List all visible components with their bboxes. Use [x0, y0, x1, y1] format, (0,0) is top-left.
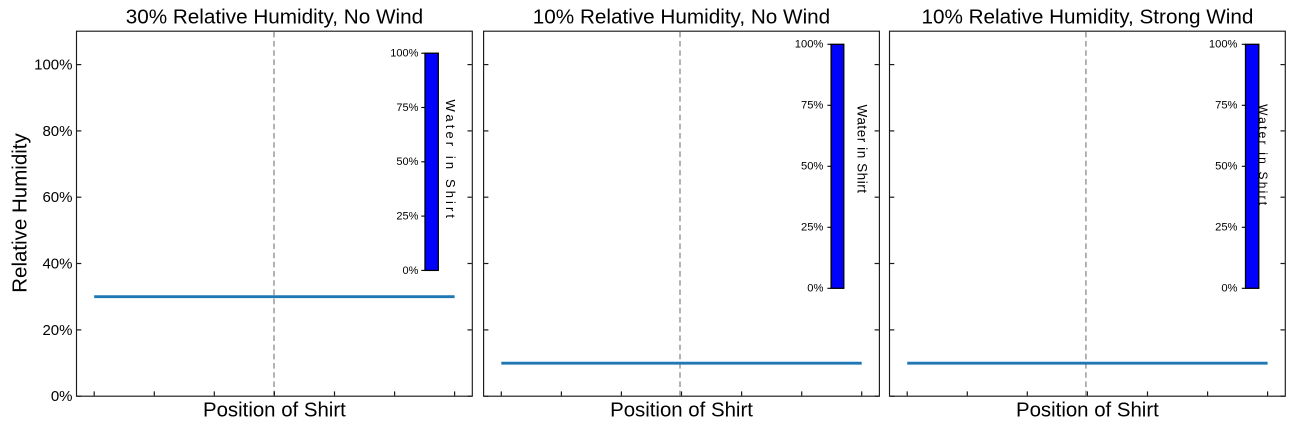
svg-text:100%: 100%: [1209, 39, 1238, 51]
svg-text:100%: 100%: [34, 57, 72, 74]
svg-text:Position of Shirt: Position of Shirt: [610, 400, 753, 422]
svg-text:40%: 40%: [42, 256, 72, 273]
svg-text:50%: 50%: [396, 156, 418, 168]
svg-text:25%: 25%: [801, 222, 823, 234]
svg-text:10% Relative Humidity, Strong: 10% Relative Humidity, Strong Wind: [921, 6, 1253, 29]
svg-text:60%: 60%: [42, 189, 72, 206]
svg-text:100%: 100%: [390, 48, 418, 60]
svg-text:0%: 0%: [402, 265, 418, 277]
svg-text:0%: 0%: [807, 283, 823, 295]
svg-text:10% Relative Humidity, No Wind: 10% Relative Humidity, No Wind: [533, 6, 830, 29]
svg-text:Relative Humidity: Relative Humidity: [9, 133, 32, 293]
svg-text:75%: 75%: [396, 102, 418, 114]
svg-text:Position of Shirt: Position of Shirt: [203, 400, 346, 422]
svg-text:Water in Shirt: Water in Shirt: [1256, 104, 1270, 206]
svg-text:50%: 50%: [1215, 161, 1237, 173]
svg-text:0%: 0%: [51, 388, 73, 405]
svg-text:80%: 80%: [42, 123, 72, 140]
svg-text:0%: 0%: [1221, 283, 1237, 295]
svg-text:30% Relative Humidity, No Wind: 30% Relative Humidity, No Wind: [126, 6, 423, 29]
svg-text:50%: 50%: [801, 161, 823, 173]
svg-text:Position of Shirt: Position of Shirt: [1016, 400, 1159, 422]
svg-text:20%: 20%: [42, 322, 72, 339]
svg-text:75%: 75%: [1215, 100, 1237, 112]
svg-text:100%: 100%: [795, 39, 824, 51]
svg-text:25%: 25%: [396, 211, 418, 223]
svg-text:25%: 25%: [1215, 222, 1237, 234]
svg-text:Water in Shirt: Water in Shirt: [854, 105, 869, 194]
svg-text:75%: 75%: [801, 100, 823, 112]
